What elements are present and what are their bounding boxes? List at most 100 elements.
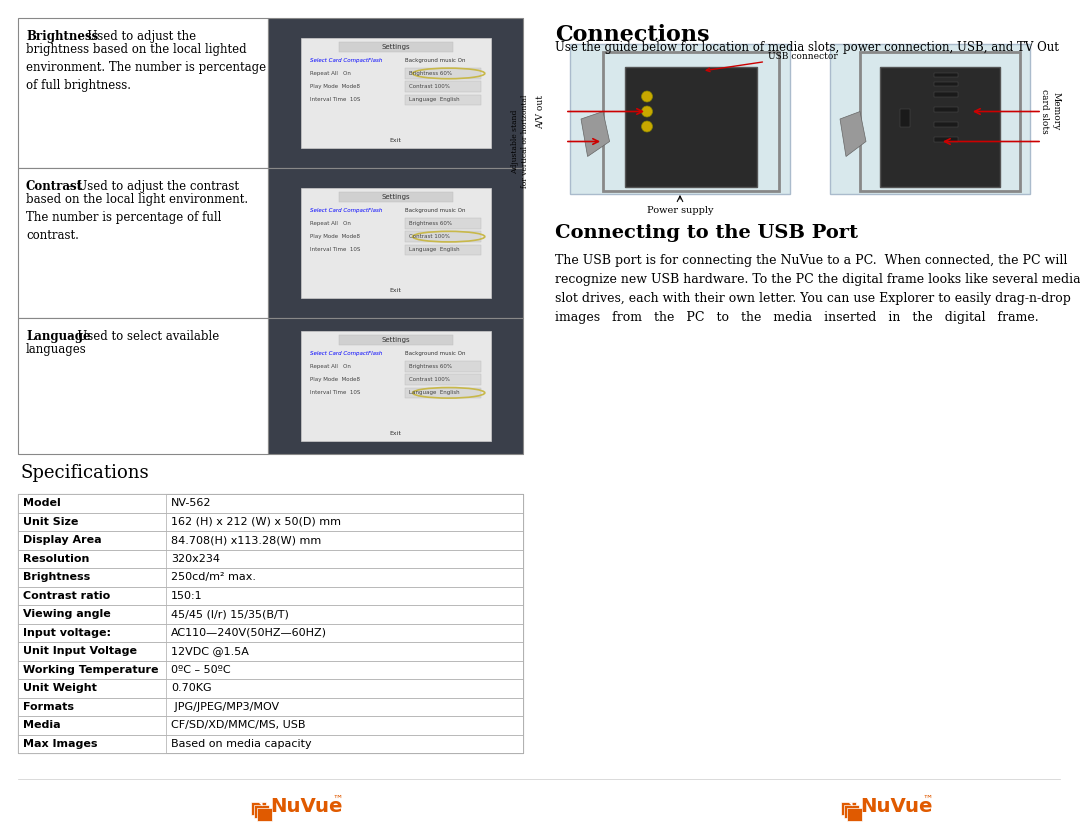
Text: Background music On: Background music On	[405, 58, 465, 63]
Text: A/V out: A/V out	[536, 94, 544, 128]
Bar	[18, 716, 523, 735]
Text: The USB port is for connecting the NuVue to a PC.  When connected, the PC will
r: The USB port is for connecting the NuVue…	[555, 254, 1080, 324]
Text: 0ºC – 50ºC: 0ºC – 50ºC	[171, 665, 231, 675]
Text: Contrast 100%: Contrast 100%	[409, 84, 449, 89]
Text: Display Area: Display Area	[23, 535, 102, 545]
Bar	[18, 679, 166, 697]
Text: Interval Time  10S: Interval Time 10S	[310, 98, 361, 103]
Text: Media: Media	[23, 721, 60, 731]
Bar	[18, 624, 523, 642]
Text: Contrast 100%: Contrast 100%	[409, 377, 449, 382]
Text: JPG/JPEG/MP3/MOV: JPG/JPEG/MP3/MOV	[171, 701, 279, 711]
Text: Unit Input Voltage: Unit Input Voltage	[23, 646, 137, 656]
Circle shape	[642, 106, 652, 117]
FancyBboxPatch shape	[841, 802, 855, 815]
Bar	[18, 568, 166, 586]
Bar	[405, 94, 481, 105]
Bar	[405, 388, 481, 398]
Text: Repeat All   On: Repeat All On	[310, 221, 351, 226]
Text: ™: ™	[333, 796, 342, 806]
Text: Adjustable stand
for vertical or horizontal: Adjustable stand for vertical or horizon…	[511, 95, 529, 188]
Bar	[18, 697, 166, 716]
Text: Language  English: Language English	[409, 248, 459, 253]
Polygon shape	[840, 112, 866, 157]
Text: Brightness 60%: Brightness 60%	[409, 71, 451, 76]
Text: Connections: Connections	[555, 24, 710, 46]
Bar	[405, 68, 481, 78]
Bar	[934, 137, 958, 142]
Text: 150:1: 150:1	[171, 590, 203, 600]
Bar	[934, 82, 958, 86]
Bar	[831, 44, 1030, 194]
Bar	[934, 73, 958, 77]
Text: Settings: Settings	[381, 193, 409, 199]
Polygon shape	[581, 112, 609, 157]
Text: Power supply: Power supply	[647, 206, 713, 215]
Bar	[18, 550, 166, 568]
Bar	[18, 168, 268, 318]
Bar	[18, 586, 166, 605]
Bar	[300, 331, 490, 441]
Bar	[934, 122, 958, 127]
Text: Select Card CompactFlash: Select Card CompactFlash	[310, 208, 382, 213]
Bar	[268, 168, 523, 318]
Text: 250cd/m² max.: 250cd/m² max.	[171, 572, 256, 582]
Bar	[934, 107, 958, 112]
Text: Play Mode  Mode8: Play Mode Mode8	[310, 84, 360, 89]
Text: 0.70KG: 0.70KG	[171, 683, 212, 693]
Bar	[18, 513, 523, 531]
Bar	[934, 92, 958, 97]
Text: Brightness 60%: Brightness 60%	[409, 221, 451, 226]
Bar	[18, 18, 268, 168]
Text: Language  English: Language English	[409, 98, 459, 103]
Text: Exit: Exit	[390, 288, 402, 293]
Bar	[18, 550, 523, 568]
Bar	[338, 43, 453, 53]
Text: Interval Time  10S: Interval Time 10S	[310, 248, 361, 253]
Text: Background music On: Background music On	[405, 208, 465, 213]
Text: Repeat All   On: Repeat All On	[310, 364, 351, 369]
Bar	[18, 642, 166, 661]
Text: Brightness: Brightness	[23, 572, 91, 582]
Bar	[405, 374, 481, 385]
FancyBboxPatch shape	[257, 808, 271, 821]
Bar	[300, 38, 490, 148]
Bar	[300, 188, 490, 298]
Polygon shape	[849, 802, 852, 806]
Bar	[18, 642, 523, 661]
Bar	[405, 231, 481, 242]
Text: 162 (H) x 212 (W) x 50(D) mm: 162 (H) x 212 (W) x 50(D) mm	[171, 517, 341, 527]
Polygon shape	[258, 802, 262, 806]
Bar	[18, 605, 523, 624]
Text: NuVue: NuVue	[271, 796, 343, 816]
Bar	[900, 108, 910, 127]
Bar	[18, 494, 523, 753]
Text: – Used to adjust the: – Used to adjust the	[75, 30, 197, 43]
Text: Settings: Settings	[381, 337, 409, 343]
Text: Connecting to the USB Port: Connecting to the USB Port	[555, 224, 858, 242]
FancyBboxPatch shape	[255, 806, 269, 817]
Bar	[268, 18, 523, 168]
Bar	[18, 697, 523, 716]
Text: Settings: Settings	[381, 43, 409, 49]
Text: – Used to select available: – Used to select available	[65, 330, 219, 343]
Bar	[18, 531, 523, 550]
Bar	[18, 605, 166, 624]
FancyBboxPatch shape	[845, 806, 859, 817]
Text: Exit: Exit	[390, 430, 402, 435]
Text: USB connector: USB connector	[706, 52, 838, 72]
Bar	[18, 586, 523, 605]
Bar	[18, 716, 166, 735]
Text: Memory
card slots: Memory card slots	[1040, 89, 1061, 134]
Text: Select Card CompactFlash: Select Card CompactFlash	[310, 58, 382, 63]
Text: Contrast ratio: Contrast ratio	[23, 590, 110, 600]
Bar	[268, 318, 523, 454]
Text: brightness based on the local lighted
environment. The number is percentage
of f: brightness based on the local lighted en…	[26, 43, 266, 92]
Bar	[338, 193, 453, 203]
Circle shape	[642, 121, 652, 132]
Bar	[570, 44, 789, 194]
Text: – Used to adjust the contrast: – Used to adjust the contrast	[65, 180, 240, 193]
Bar	[405, 361, 481, 372]
Text: Contrast: Contrast	[26, 180, 83, 193]
Circle shape	[642, 91, 652, 102]
